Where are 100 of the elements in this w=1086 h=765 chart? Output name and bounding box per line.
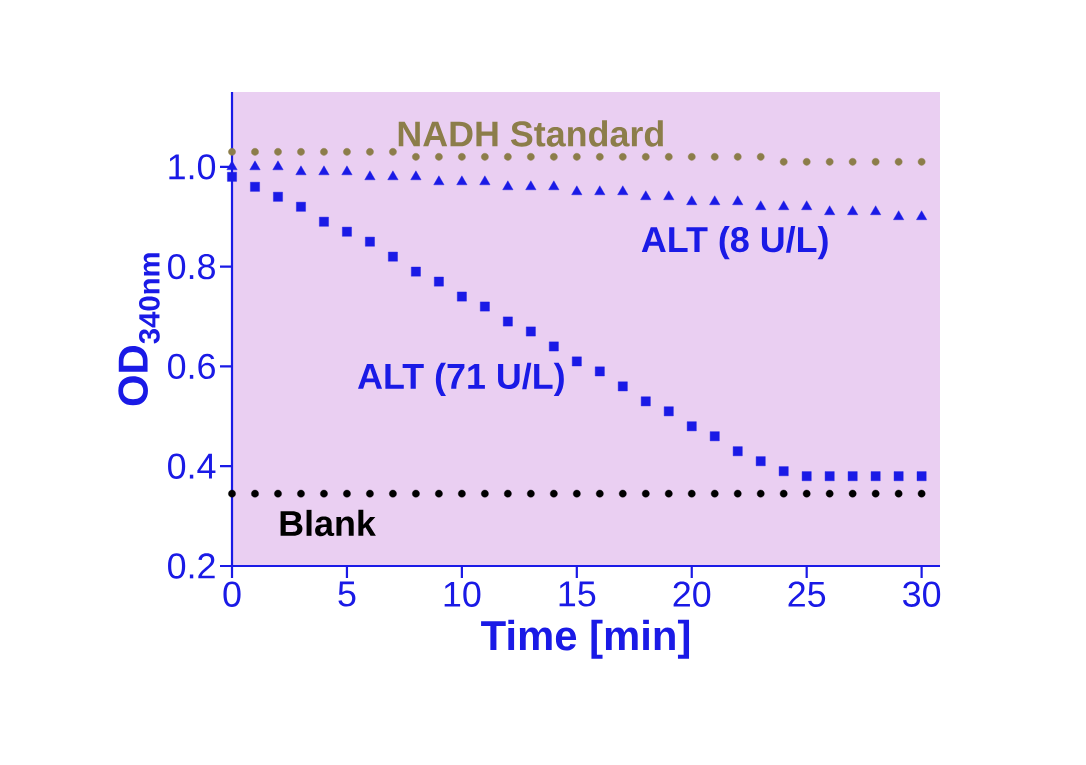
point — [366, 489, 374, 498]
point — [870, 471, 881, 481]
point — [687, 489, 696, 498]
point — [343, 489, 351, 498]
point — [756, 153, 765, 161]
y-axis-title: OD$_{340nm}$ — [118, 253, 160, 406]
point — [824, 205, 836, 215]
point — [272, 160, 284, 171]
point — [871, 158, 880, 166]
point — [366, 148, 374, 156]
point — [618, 153, 627, 161]
point — [687, 153, 696, 161]
series-label: Blank — [280, 509, 376, 537]
point — [434, 276, 444, 287]
point — [710, 489, 719, 498]
point — [894, 158, 903, 166]
point — [663, 190, 675, 200]
series-label: NADH Standard — [398, 120, 663, 147]
point — [296, 201, 306, 212]
point — [458, 153, 466, 161]
point — [916, 210, 928, 220]
point — [504, 153, 512, 161]
point — [617, 381, 628, 392]
point — [550, 489, 558, 498]
point — [801, 200, 813, 210]
point — [733, 489, 742, 498]
y-tick-label: 0.8 — [168, 253, 215, 280]
point — [250, 181, 260, 192]
point — [756, 489, 765, 498]
point — [893, 210, 905, 220]
point — [526, 326, 536, 337]
point — [641, 489, 650, 498]
point — [251, 489, 259, 498]
y-tick-label: 1.0 — [169, 154, 216, 180]
point — [503, 316, 513, 327]
point — [342, 226, 352, 237]
point — [318, 165, 330, 176]
point — [594, 185, 606, 195]
point — [571, 185, 583, 195]
point — [663, 406, 674, 417]
point — [595, 366, 605, 377]
point — [573, 489, 581, 498]
point — [709, 195, 721, 205]
x-tick-label: 25 — [788, 581, 826, 607]
point — [640, 396, 651, 407]
point — [411, 266, 421, 277]
point — [456, 175, 468, 185]
point — [227, 172, 237, 182]
point — [319, 216, 329, 227]
point — [388, 251, 398, 262]
point — [870, 205, 882, 215]
point — [732, 195, 744, 205]
point — [480, 301, 490, 312]
point — [297, 148, 305, 156]
point — [410, 170, 422, 181]
point — [228, 489, 236, 498]
point — [343, 148, 351, 156]
point — [825, 489, 834, 498]
point — [664, 489, 673, 498]
point — [709, 431, 720, 442]
point — [710, 153, 719, 161]
point — [871, 489, 880, 498]
point — [481, 153, 489, 161]
point — [778, 466, 789, 476]
point — [527, 489, 535, 498]
point — [481, 489, 489, 498]
x-tick-label: 15 — [559, 581, 596, 607]
point — [572, 356, 582, 367]
point — [894, 489, 903, 498]
point — [824, 471, 835, 481]
point — [641, 153, 650, 161]
y-tick-label: 0.4 — [168, 453, 216, 479]
point — [917, 158, 926, 166]
point — [389, 489, 397, 498]
point — [249, 160, 261, 171]
point — [273, 191, 283, 202]
point — [504, 489, 512, 498]
point — [548, 180, 560, 190]
point — [802, 158, 811, 166]
series-label: ALT (8 U/L) — [641, 225, 828, 260]
point — [364, 170, 376, 181]
point — [550, 153, 558, 161]
point — [847, 205, 859, 215]
y-tick-label: 0.6 — [168, 353, 215, 380]
point — [502, 180, 514, 190]
point — [479, 175, 491, 185]
point — [389, 148, 397, 156]
point — [435, 153, 443, 161]
point — [848, 158, 857, 166]
point — [525, 180, 537, 190]
point — [686, 421, 697, 432]
point — [755, 200, 767, 210]
point — [755, 456, 766, 467]
x-tick-label: 10 — [444, 581, 481, 607]
point — [527, 153, 535, 161]
point — [228, 148, 236, 156]
x-tick-label: 5 — [338, 581, 356, 607]
x-tick-label: 0 — [223, 581, 241, 607]
point — [801, 471, 812, 481]
point — [618, 489, 627, 498]
